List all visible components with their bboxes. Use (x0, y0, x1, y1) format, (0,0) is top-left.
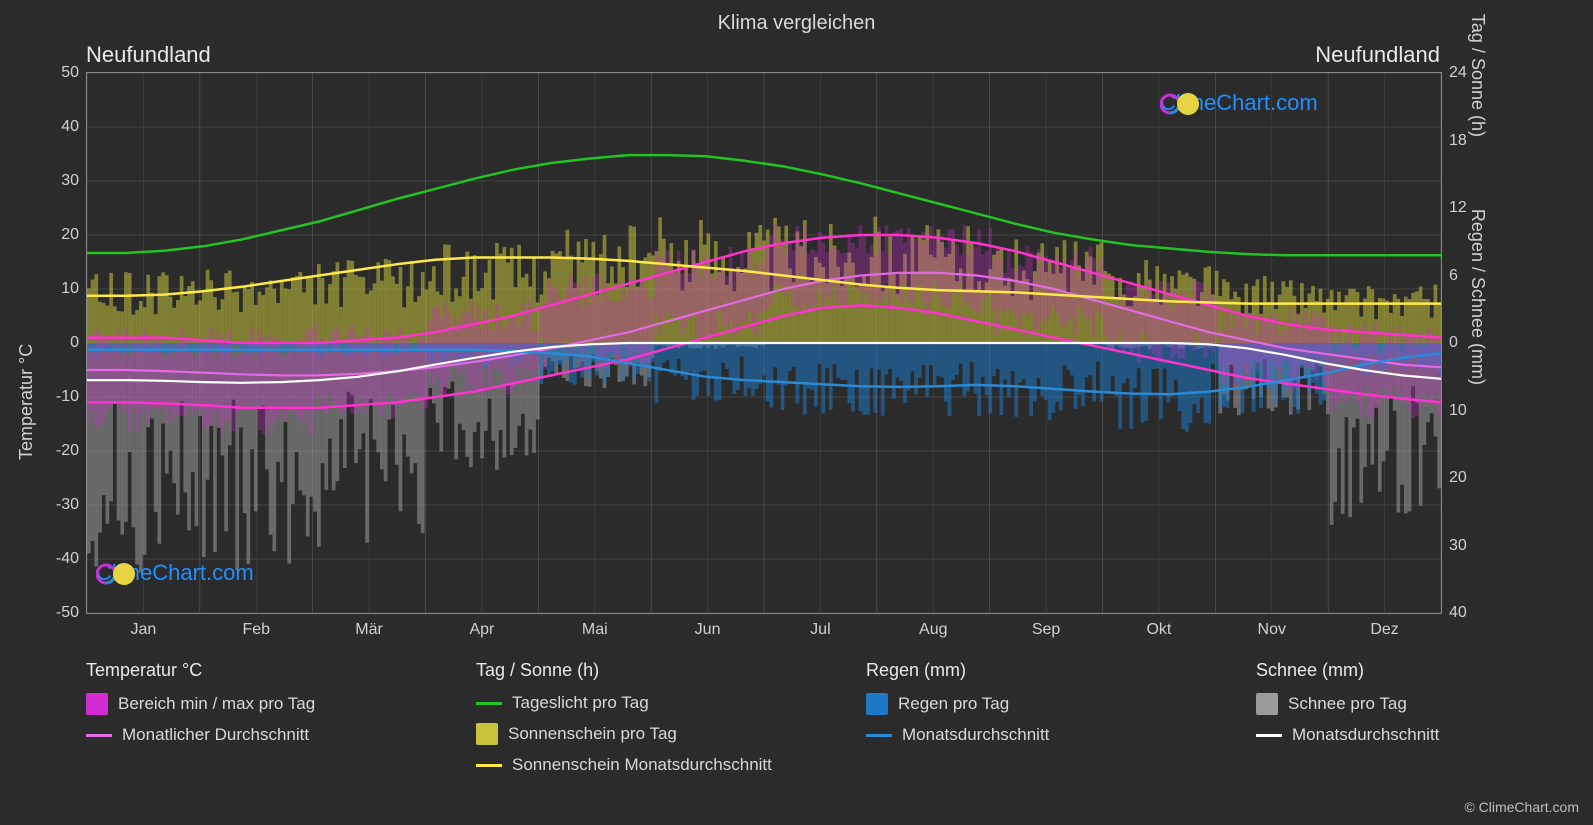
month-label: Feb (242, 621, 270, 639)
legend-swatch (476, 723, 498, 745)
ytick-right: 30 (1449, 537, 1467, 555)
month-label: Mai (582, 621, 608, 639)
legend-label: Sonnenschein Monatsdurchschnitt (512, 755, 772, 775)
legend-heading: Schnee (mm) (1256, 660, 1593, 681)
plot-area: -50-40-30-20-100102030405006121824102030… (86, 72, 1442, 614)
legend-label: Monatsdurchschnitt (1292, 725, 1439, 745)
legend-label: Schnee pro Tag (1288, 694, 1407, 714)
legend-item: Monatlicher Durchschnitt (86, 725, 476, 745)
ytick-left: 50 (61, 64, 79, 82)
month-label: Apr (469, 621, 494, 639)
month-label: Nov (1258, 621, 1286, 639)
legend-item: Tageslicht pro Tag (476, 693, 866, 713)
ytick-left: -40 (56, 550, 79, 568)
legend-item: Monatsdurchschnitt (866, 725, 1256, 745)
month-label: Okt (1146, 621, 1171, 639)
legend-swatch (866, 734, 892, 737)
ytick-right: 6 (1449, 267, 1458, 285)
legend-label: Monatsdurchschnitt (902, 725, 1049, 745)
location-label-right: Neufundland (1315, 42, 1440, 68)
legend-item: Monatsdurchschnitt (1256, 725, 1593, 745)
ytick-right: 18 (1449, 132, 1467, 150)
legend-swatch (476, 702, 502, 705)
legend-column: Tag / Sonne (h) Tageslicht pro Tag Sonnens… (476, 660, 866, 775)
legend-label: Bereich min / max pro Tag (118, 694, 315, 714)
y-axis-right-top-label: Tag / Sonne (h) (1467, 14, 1488, 137)
legend-item: Sonnenschein pro Tag (476, 723, 866, 745)
logo-icon (1160, 90, 1202, 118)
legend-heading: Tag / Sonne (h) (476, 660, 866, 681)
legend-swatch (866, 693, 888, 715)
month-label: Dez (1370, 621, 1398, 639)
legend-heading: Regen (mm) (866, 660, 1256, 681)
legend-swatch (1256, 693, 1278, 715)
ytick-left: 20 (61, 226, 79, 244)
ytick-left: 10 (61, 280, 79, 298)
ytick-left: -10 (56, 388, 79, 406)
legend-column: Temperatur °C Bereich min / max pro Tag Mo… (86, 660, 476, 775)
ytick-right: 0 (1449, 334, 1458, 352)
legend-column: Schnee (mm) Schnee pro Tag Monatsdurchschn… (1256, 660, 1593, 775)
legend: Temperatur °C Bereich min / max pro Tag Mo… (86, 660, 1593, 775)
chart-svg (87, 73, 1441, 613)
logo-icon (96, 560, 138, 588)
ytick-right: 12 (1449, 199, 1467, 217)
ytick-left: -50 (56, 604, 79, 622)
legend-item: Schnee pro Tag (1256, 693, 1593, 715)
ytick-left: 40 (61, 118, 79, 136)
legend-swatch (1256, 734, 1282, 737)
legend-swatch (86, 734, 112, 737)
ytick-left: 30 (61, 172, 79, 190)
legend-label: Sonnenschein pro Tag (508, 724, 677, 744)
ytick-left: -30 (56, 496, 79, 514)
ytick-right: 10 (1449, 402, 1467, 420)
legend-column: Regen (mm) Regen pro Tag Monatsdurchschnit… (866, 660, 1256, 775)
month-label: Sep (1032, 621, 1060, 639)
chart-title: Klima vergleichen (0, 12, 1593, 35)
legend-label: Monatlicher Durchschnitt (122, 725, 309, 745)
location-label-left: Neufundland (86, 42, 211, 68)
legend-swatch (86, 693, 108, 715)
legend-label: Tageslicht pro Tag (512, 693, 649, 713)
watermark: ClimeChart.com (96, 560, 254, 586)
month-label: Jun (695, 621, 721, 639)
legend-item: Sonnenschein Monatsdurchschnitt (476, 755, 866, 775)
month-label: Jul (810, 621, 830, 639)
month-label: Mär (355, 621, 383, 639)
legend-heading: Temperatur °C (86, 660, 476, 681)
y-axis-left-label: Temperatur °C (16, 344, 37, 460)
watermark: ClimeChart.com (1160, 90, 1318, 116)
legend-item: Regen pro Tag (866, 693, 1256, 715)
month-label: Jan (131, 621, 157, 639)
legend-item: Bereich min / max pro Tag (86, 693, 476, 715)
legend-label: Regen pro Tag (898, 694, 1009, 714)
copyright-text: © ClimeChart.com (1464, 799, 1579, 815)
ytick-left: -20 (56, 442, 79, 460)
ytick-left: 0 (70, 334, 79, 352)
legend-swatch (476, 764, 502, 767)
month-label: Aug (919, 621, 947, 639)
ytick-right: 24 (1449, 64, 1467, 82)
y-axis-right-bot-label: Regen / Schnee (mm) (1467, 209, 1488, 385)
ytick-right: 20 (1449, 469, 1467, 487)
ytick-right: 40 (1449, 604, 1467, 622)
chart-root: Klima vergleichen Neufundland Neufundlan… (0, 0, 1593, 825)
